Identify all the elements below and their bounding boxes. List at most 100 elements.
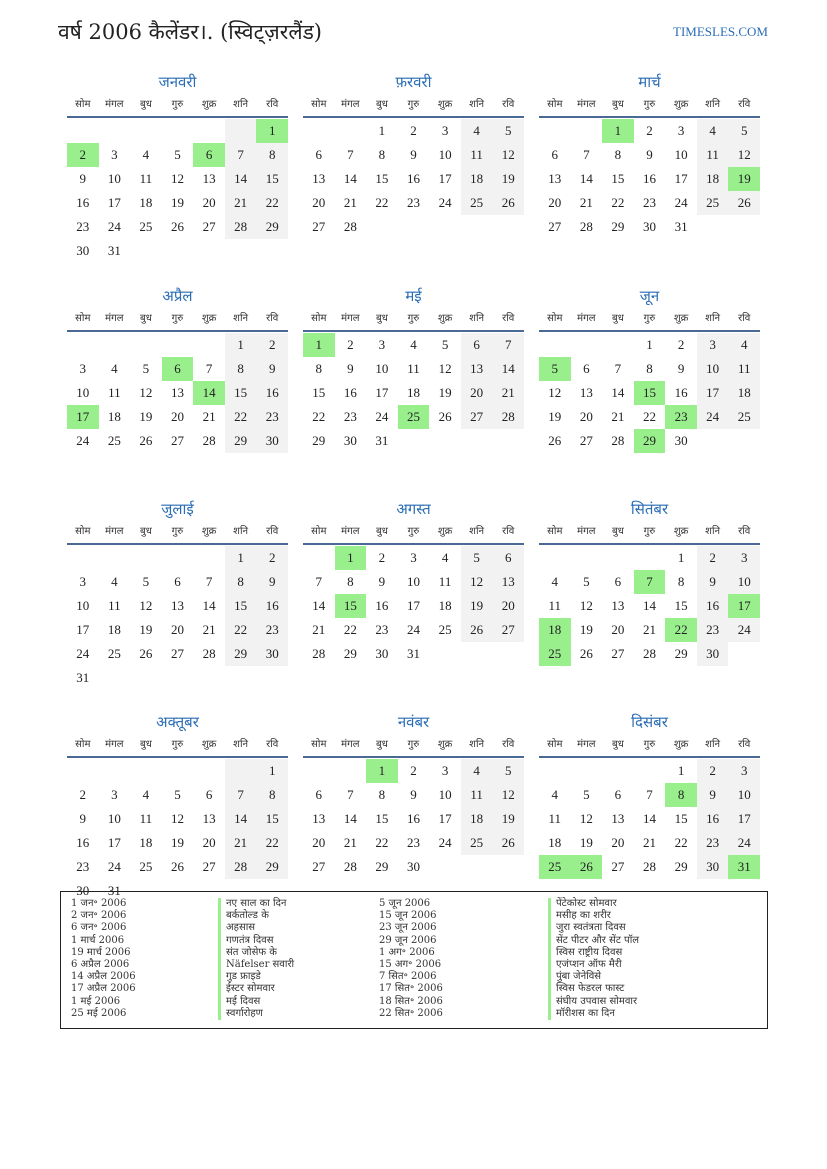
day-cell[interactable]: 14 [642,598,656,613]
day-cell[interactable]: 27 [492,618,524,642]
day-cell[interactable]: 2 [79,787,87,802]
day-cell[interactable]: 22 [224,618,257,642]
day-cell[interactable]: 1 [303,333,335,357]
day-cell[interactable]: 17 [107,835,121,850]
day-cell[interactable]: 20 [170,409,184,424]
day-cell[interactable]: 26 [579,646,593,661]
day-cell[interactable]: 15 [224,381,257,405]
day-cell[interactable]: 1 [677,550,685,565]
day-cell[interactable]: 16 [696,807,729,831]
day-cell[interactable]: 7 [583,147,590,162]
day-cell[interactable]: 23 [256,618,288,642]
day-cell[interactable]: 15 [611,171,625,186]
day-cell[interactable]: 5 [460,546,493,570]
day-cell[interactable]: 31 [107,883,121,898]
day-cell[interactable]: 26 [548,433,562,448]
day-cell[interactable]: 7 [347,787,354,802]
day-cell[interactable]: 13 [548,171,562,186]
day-cell[interactable]: 5 [492,759,524,783]
day-cell[interactable]: 9 [256,570,288,594]
day-cell[interactable]: 9 [378,574,386,589]
day-cell[interactable]: 5 [583,574,590,589]
day-cell[interactable]: 10 [375,361,389,376]
day-cell[interactable]: 18 [696,167,729,191]
day-cell[interactable]: 5 [728,119,760,143]
day-cell[interactable]: 8 [378,787,386,802]
day-cell[interactable]: 15 [375,811,389,826]
day-cell[interactable]: 22 [375,835,389,850]
day-cell[interactable]: 10 [107,171,121,186]
day-cell[interactable]: 10 [728,570,760,594]
day-cell[interactable]: 29 [375,859,389,874]
day-cell[interactable]: 18 [460,807,493,831]
day-cell[interactable]: 31 [728,855,760,879]
day-cell[interactable]: 1 [378,123,386,138]
day-cell[interactable]: 22 [312,409,326,424]
day-cell[interactable]: 11 [460,143,493,167]
day-cell[interactable]: 18 [438,598,452,613]
day-cell[interactable]: 8 [256,143,288,167]
day-cell[interactable]: 22 [375,195,389,210]
day-cell[interactable]: 13 [460,357,493,381]
day-cell[interactable]: 7 [315,574,323,589]
day-cell[interactable]: 22 [224,405,257,429]
day-cell[interactable]: 17 [406,598,420,613]
day-cell[interactable]: 20 [202,835,216,850]
day-cell[interactable]: 8 [677,574,685,589]
day-cell[interactable]: 13 [579,385,593,400]
day-cell[interactable]: 6 [583,361,590,376]
day-cell[interactable]: 13 [611,598,625,613]
day-cell[interactable]: 17 [67,405,99,429]
day-cell[interactable]: 20 [312,835,326,850]
day-cell[interactable]: 10 [107,811,121,826]
day-cell[interactable]: 14 [611,385,625,400]
day-cell[interactable]: 15 [312,385,326,400]
day-cell[interactable]: 24 [438,835,452,850]
day-cell[interactable]: 22 [674,835,688,850]
day-cell[interactable]: 23 [696,618,729,642]
day-cell[interactable]: 1 [602,119,634,143]
day-cell[interactable]: 6 [315,787,323,802]
day-cell[interactable]: 30 [256,429,288,453]
day-cell[interactable]: 23 [406,195,420,210]
day-cell[interactable]: 3 [111,147,118,162]
day-cell[interactable]: 21 [492,381,524,405]
day-cell[interactable]: 5 [583,787,590,802]
day-cell[interactable]: 29 [674,859,688,874]
day-cell[interactable]: 24 [406,622,420,637]
day-cell[interactable]: 27 [312,859,326,874]
day-cell[interactable]: 28 [202,646,216,661]
day-cell[interactable]: 28 [642,859,656,874]
day-cell[interactable]: 12 [139,598,153,613]
day-cell[interactable]: 1 [366,759,398,783]
day-cell[interactable]: 30 [76,243,90,258]
day-cell[interactable]: 3 [677,123,685,138]
day-cell[interactable]: 20 [460,381,493,405]
day-cell[interactable]: 4 [111,361,118,376]
day-cell[interactable]: 20 [202,195,216,210]
day-cell[interactable]: 9 [79,811,87,826]
day-cell[interactable]: 7 [205,361,213,376]
day-cell[interactable]: 21 [579,195,593,210]
day-cell[interactable]: 6 [614,574,622,589]
day-cell[interactable]: 9 [410,147,417,162]
day-cell[interactable]: 6 [174,574,181,589]
day-cell[interactable]: 12 [492,143,524,167]
day-cell[interactable]: 31 [674,219,688,234]
day-cell[interactable]: 3 [728,546,760,570]
day-cell[interactable]: 28 [224,215,257,239]
day-cell[interactable]: 2 [256,546,288,570]
day-cell[interactable]: 23 [696,831,729,855]
day-cell[interactable]: 9 [79,171,87,186]
day-cell[interactable]: 29 [256,855,288,879]
day-cell[interactable]: 1 [224,333,257,357]
day-cell[interactable]: 26 [170,219,184,234]
day-cell[interactable]: 8 [665,783,697,807]
day-cell[interactable]: 19 [579,835,593,850]
day-cell[interactable]: 21 [312,622,326,637]
day-cell[interactable]: 16 [406,811,420,826]
day-cell[interactable]: 17 [375,385,389,400]
day-cell[interactable]: 11 [407,361,420,376]
day-cell[interactable]: 4 [460,119,493,143]
day-cell[interactable]: 20 [611,622,625,637]
